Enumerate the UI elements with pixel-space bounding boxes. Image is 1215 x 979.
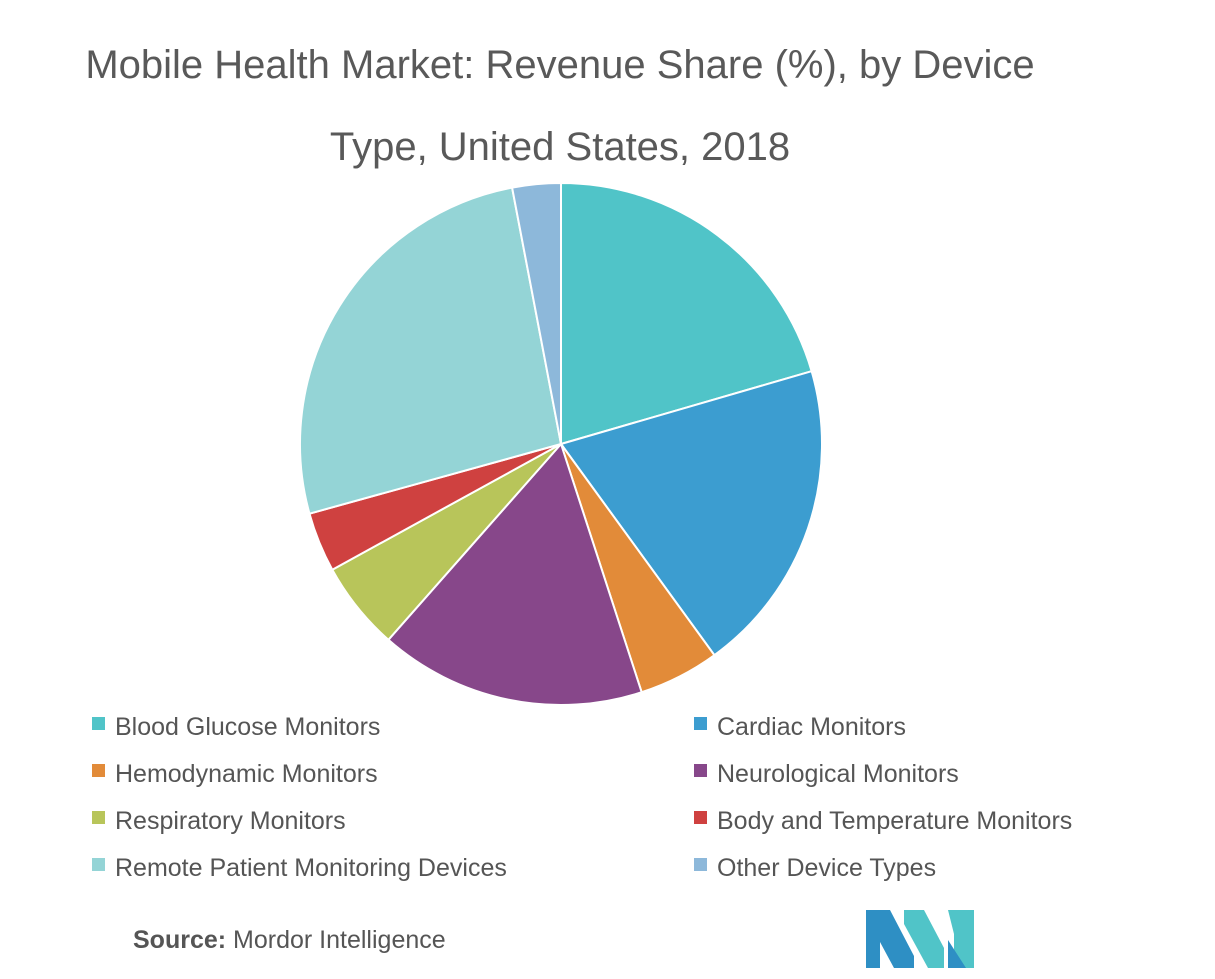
legend-item-hemodynamic-monitors: Hemodynamic Monitors [92, 751, 694, 798]
legend-swatch-body-and-temperature-monitors [694, 811, 707, 824]
legend-swatch-neurological-monitors [694, 764, 707, 777]
legend-swatch-respiratory-monitors [92, 811, 105, 824]
legend-label-cardiac-monitors: Cardiac Monitors [717, 713, 906, 741]
legend-label-other-device-types: Other Device Types [717, 854, 937, 882]
legend-label-blood-glucose-monitors: Blood Glucose Monitors [115, 713, 381, 741]
pie-slice-blood-glucose-monitors [560, 181, 813, 446]
legend-item-blood-glucose-monitors: Blood Glucose Monitors [92, 704, 694, 751]
legend-item-body-and-temperature-monitors: Body and Temperature Monitors [694, 798, 1192, 845]
logo-shape-right-dark [948, 940, 966, 968]
source-line: Source: Mordor Intelligence [133, 926, 446, 955]
logo-shape-left [866, 910, 914, 968]
legend-item-cardiac-monitors: Cardiac Monitors [694, 704, 1192, 751]
chart-title-line-1: Mobile Health Market: Revenue Share (%),… [85, 43, 1035, 87]
pie-slice-neurological-monitors [386, 442, 643, 706]
legend-swatch-blood-glucose-monitors [92, 717, 105, 730]
chart-legend: Blood Glucose Monitors Cardiac Monitors He… [92, 704, 1192, 892]
legend-label-remote-patient-monitoring-devices: Remote Patient Monitoring Devices [115, 854, 507, 882]
chart-title: Mobile Health Market: Revenue Share (%),… [0, 24, 1120, 188]
pie-slice-other-device-types [510, 181, 562, 445]
legend-swatch-hemodynamic-monitors [92, 764, 105, 777]
logo-shape-mid [904, 910, 944, 968]
legend-swatch-other-device-types [694, 858, 707, 871]
legend-swatch-remote-patient-monitoring-devices [92, 858, 105, 871]
legend-swatch-cardiac-monitors [694, 717, 707, 730]
legend-label-hemodynamic-monitors: Hemodynamic Monitors [115, 760, 378, 788]
legend-item-neurological-monitors: Neurological Monitors [694, 751, 1192, 798]
legend-label-respiratory-monitors: Respiratory Monitors [115, 807, 346, 835]
chart-title-line-2: Type, United States, 2018 [329, 125, 791, 169]
legend-item-other-device-types: Other Device Types [694, 845, 1192, 892]
pie-slice-cardiac-monitors [559, 369, 823, 657]
legend-label-neurological-monitors: Neurological Monitors [717, 760, 959, 788]
source-text: Mordor Intelligence [226, 926, 446, 954]
pie-slice-remote-patient-monitoring-devices [299, 186, 563, 515]
source-label: Source: [133, 926, 227, 954]
legend-label-body-and-temperature-monitors: Body and Temperature Monitors [717, 807, 1073, 835]
legend-item-remote-patient-monitoring-devices: Remote Patient Monitoring Devices [92, 845, 694, 892]
mordor-intelligence-logo [866, 910, 974, 968]
legend-item-respiratory-monitors: Respiratory Monitors [92, 798, 694, 845]
